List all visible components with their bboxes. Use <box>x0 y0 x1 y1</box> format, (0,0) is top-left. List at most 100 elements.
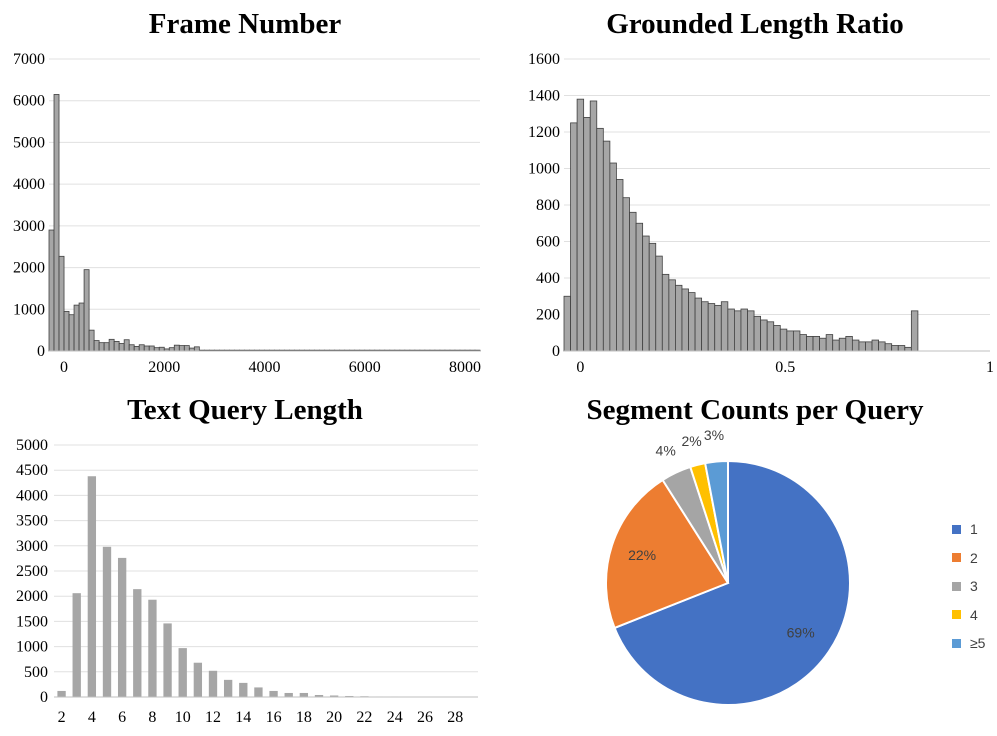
y-tick-label: 4000 <box>16 487 48 504</box>
histogram-bar <box>148 345 155 352</box>
histogram-bar <box>193 346 200 352</box>
legend-item: 4 <box>952 601 985 630</box>
histogram-bar <box>648 242 657 352</box>
chart-title-frame-number: Frame Number <box>148 8 342 40</box>
legend-swatch <box>952 581 961 591</box>
histogram-bar <box>616 179 624 352</box>
y-tick-label: 4500 <box>16 462 48 479</box>
x-tick-label: 0 <box>576 359 584 376</box>
histogram-bar <box>727 308 735 352</box>
legend-label: ≥5 <box>970 635 986 652</box>
histogram-bar <box>825 334 834 352</box>
histogram-bar <box>128 344 135 352</box>
histogram-bar <box>53 94 60 352</box>
x-tick-label: 0.5 <box>775 359 795 376</box>
histogram-bar <box>720 301 729 352</box>
pie-value-label: 3% <box>704 427 724 443</box>
bar <box>269 690 278 697</box>
pie-value-label: 4% <box>656 443 676 459</box>
chart-title-text-query-length: Text Query Length <box>127 394 363 426</box>
histogram-bar <box>138 344 145 352</box>
y-tick-label: 7000 <box>13 51 45 68</box>
histogram-bar <box>108 338 115 352</box>
histogram-bar <box>98 342 105 352</box>
bar <box>284 692 293 697</box>
histogram-bar <box>168 347 175 352</box>
pie-slice <box>703 459 729 584</box>
bar <box>117 557 127 697</box>
legend-item: 2 <box>952 544 985 573</box>
y-tick-label: 1600 <box>528 51 560 68</box>
pie-value-label: 22% <box>628 547 656 563</box>
histogram-bar <box>806 335 814 352</box>
legend-label: 1 <box>970 521 978 538</box>
histogram-bar <box>884 343 893 352</box>
y-tick-label: 600 <box>536 234 560 251</box>
legend-label: 4 <box>970 606 978 623</box>
histogram-bar <box>576 98 585 352</box>
histogram-bar <box>143 345 150 352</box>
histogram-bar <box>63 310 70 352</box>
chart-title-grounded-length-ratio: Grounded Length Ratio <box>606 8 904 40</box>
chart-title-segment-counts: Segment Counts per Query <box>586 394 924 426</box>
histogram-bar <box>583 117 591 352</box>
histogram-bar <box>747 310 755 352</box>
y-tick-label: 1000 <box>16 639 48 656</box>
histogram-bar <box>133 346 140 352</box>
legend-item: 3 <box>952 572 985 601</box>
y-tick-label: 1400 <box>528 88 560 105</box>
x-tick-label: 4 <box>88 709 96 726</box>
histogram-bar <box>792 330 801 352</box>
histogram-bar <box>701 301 709 352</box>
pie-value-label: 69% <box>787 624 815 640</box>
histogram-bar <box>766 321 775 352</box>
y-tick-label: 0 <box>37 343 45 360</box>
bar <box>208 670 218 697</box>
x-tick-label: 24 <box>387 709 403 726</box>
histogram-bar <box>910 310 919 352</box>
bar <box>239 682 248 697</box>
legend-swatch <box>952 610 961 620</box>
y-tick-label: 5000 <box>16 437 48 454</box>
x-tick-label: 10 <box>175 709 191 726</box>
histogram-bar <box>904 346 912 352</box>
y-tick-label: 1000 <box>528 161 560 178</box>
histogram-bar <box>668 279 676 352</box>
y-tick-label: 2500 <box>16 563 48 580</box>
bar <box>133 589 142 697</box>
y-tick-label: 2000 <box>13 260 45 277</box>
histogram-bar <box>681 288 689 352</box>
histogram-bar <box>714 304 722 352</box>
legend-swatch <box>952 524 961 534</box>
histogram-bar <box>819 337 827 352</box>
y-tick-label: 3000 <box>13 218 45 235</box>
y-tick-label: 1000 <box>13 301 45 318</box>
legend-item: ≥5 <box>952 629 985 658</box>
bar <box>163 623 172 697</box>
histogram-bar <box>740 308 748 352</box>
histogram-bar <box>642 235 650 352</box>
histogram-bar <box>158 346 165 352</box>
histogram-bar <box>812 335 820 352</box>
y-tick-label: 3000 <box>16 538 48 555</box>
histogram-bar <box>897 345 906 352</box>
histogram-bar <box>563 295 571 352</box>
x-tick-label: 6000 <box>349 359 381 376</box>
histogram-bar <box>78 302 85 352</box>
histogram-bar <box>113 341 120 352</box>
bar <box>223 679 233 697</box>
histogram-bar <box>760 319 768 352</box>
pie-slice <box>613 459 851 706</box>
pie-value-label: 2% <box>681 433 701 449</box>
x-tick-label: 8000 <box>449 359 481 376</box>
x-tick-label: 18 <box>296 709 312 726</box>
x-tick-label: 0 <box>60 359 68 376</box>
histogram-bar <box>48 229 55 352</box>
y-tick-label: 200 <box>536 307 560 324</box>
x-tick-label: 28 <box>447 709 463 726</box>
pie-legend: 1 2 3 4 ≥5 <box>952 515 985 658</box>
histogram-bar <box>865 341 873 352</box>
histogram-bar <box>753 315 762 352</box>
y-tick-label: 1200 <box>528 124 560 141</box>
